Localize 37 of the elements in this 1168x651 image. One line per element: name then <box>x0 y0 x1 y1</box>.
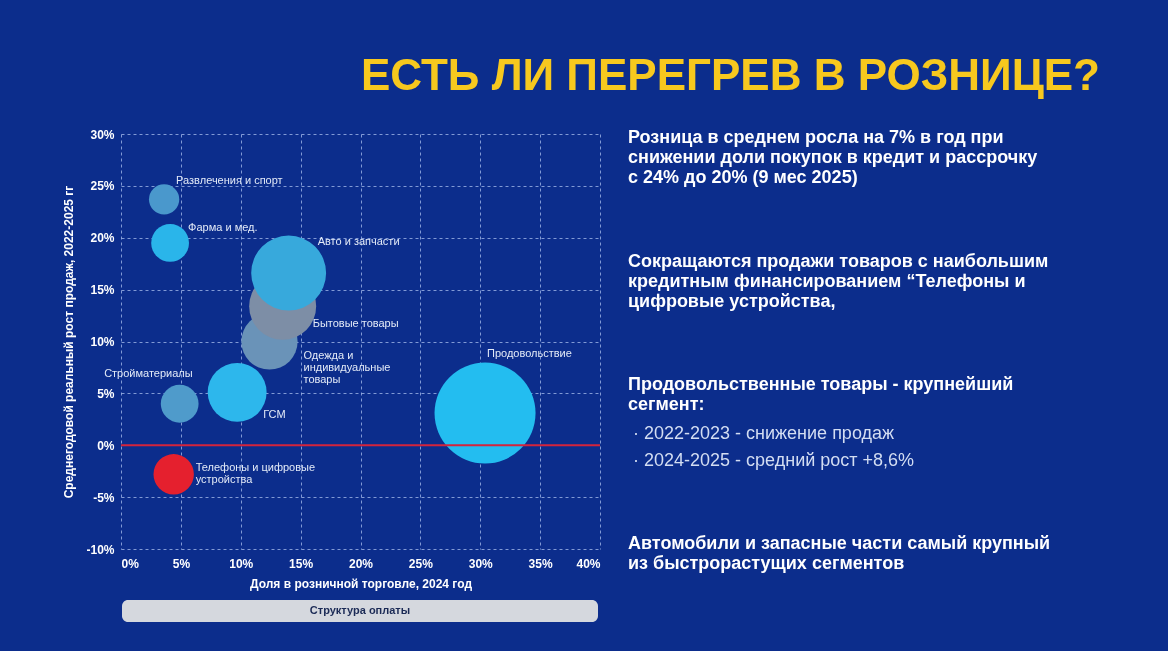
series-label: Фарма и мед. <box>188 220 258 233</box>
y-tick-label: 0% <box>97 438 115 453</box>
x-tick-label: 5% <box>172 556 191 571</box>
x-tick-label: 15% <box>289 556 314 571</box>
x-tick-label: 20% <box>348 556 374 571</box>
y-axis-title: Среднегодовой реальный рост продаж, 2022-2025 гг <box>62 185 77 499</box>
text: Продовольственные товары - крупнейший сегмент: <box>628 374 1014 414</box>
text: Структура оплаты <box>309 604 411 616</box>
text: Автомобили и запасные части самый крупный из быстрорастущих сегментов <box>628 533 1051 573</box>
y-tick-label: 30% <box>90 127 115 142</box>
series-label: ГСМ <box>263 408 286 421</box>
text: Розница в среднем росла на 7% в год при снижении доли покупок в кредит и рассрочку с 24% до 20% (9 мес 2025) <box>628 127 1038 187</box>
x-tick-label: 35% <box>528 556 553 571</box>
series-label: Одежда и индивидуальные товары <box>303 348 391 385</box>
x-tick-label: 40% <box>576 556 601 571</box>
text: ЕСТЬ ЛИ ПЕРЕГРЕВ В РОЗНИЦЕ? <box>360 50 1100 99</box>
x-tick-label: 10% <box>229 556 254 571</box>
y-tick-label: 15% <box>90 283 115 298</box>
x-tick-label: 0% <box>121 556 140 571</box>
y-tick-label: -5% <box>93 490 115 505</box>
y-tick-label: 5% <box>97 386 115 401</box>
series-label: Телефоны и цифровые устройства <box>195 461 316 486</box>
series-label: Авто и запчасти <box>317 235 400 248</box>
series-label: Бытовые товары <box>312 317 399 330</box>
series-label: Стройматериалы <box>104 366 193 379</box>
text: · 2024-2025 - средний рост +8,6% <box>633 450 915 470</box>
x-tick-label: 30% <box>468 556 494 571</box>
y-tick-label: 20% <box>90 231 115 246</box>
series-label: Развлечения и спорт <box>176 174 283 187</box>
y-tick-label: -10% <box>86 542 115 557</box>
y-tick-label: 25% <box>90 179 115 194</box>
text: Сокращаются продажи товаров с наибольшим кредитным финансированием “Телефоны и цифровые устройства, <box>628 251 1049 311</box>
x-tick-label: 25% <box>408 556 434 571</box>
y-tick-label: 10% <box>90 335 115 349</box>
text: · 2022-2023 - снижение продаж <box>633 423 895 443</box>
x-axis-title: Доля в розничной торговле, 2024 год <box>250 576 473 591</box>
series-label: Продовольствие <box>487 347 572 360</box>
